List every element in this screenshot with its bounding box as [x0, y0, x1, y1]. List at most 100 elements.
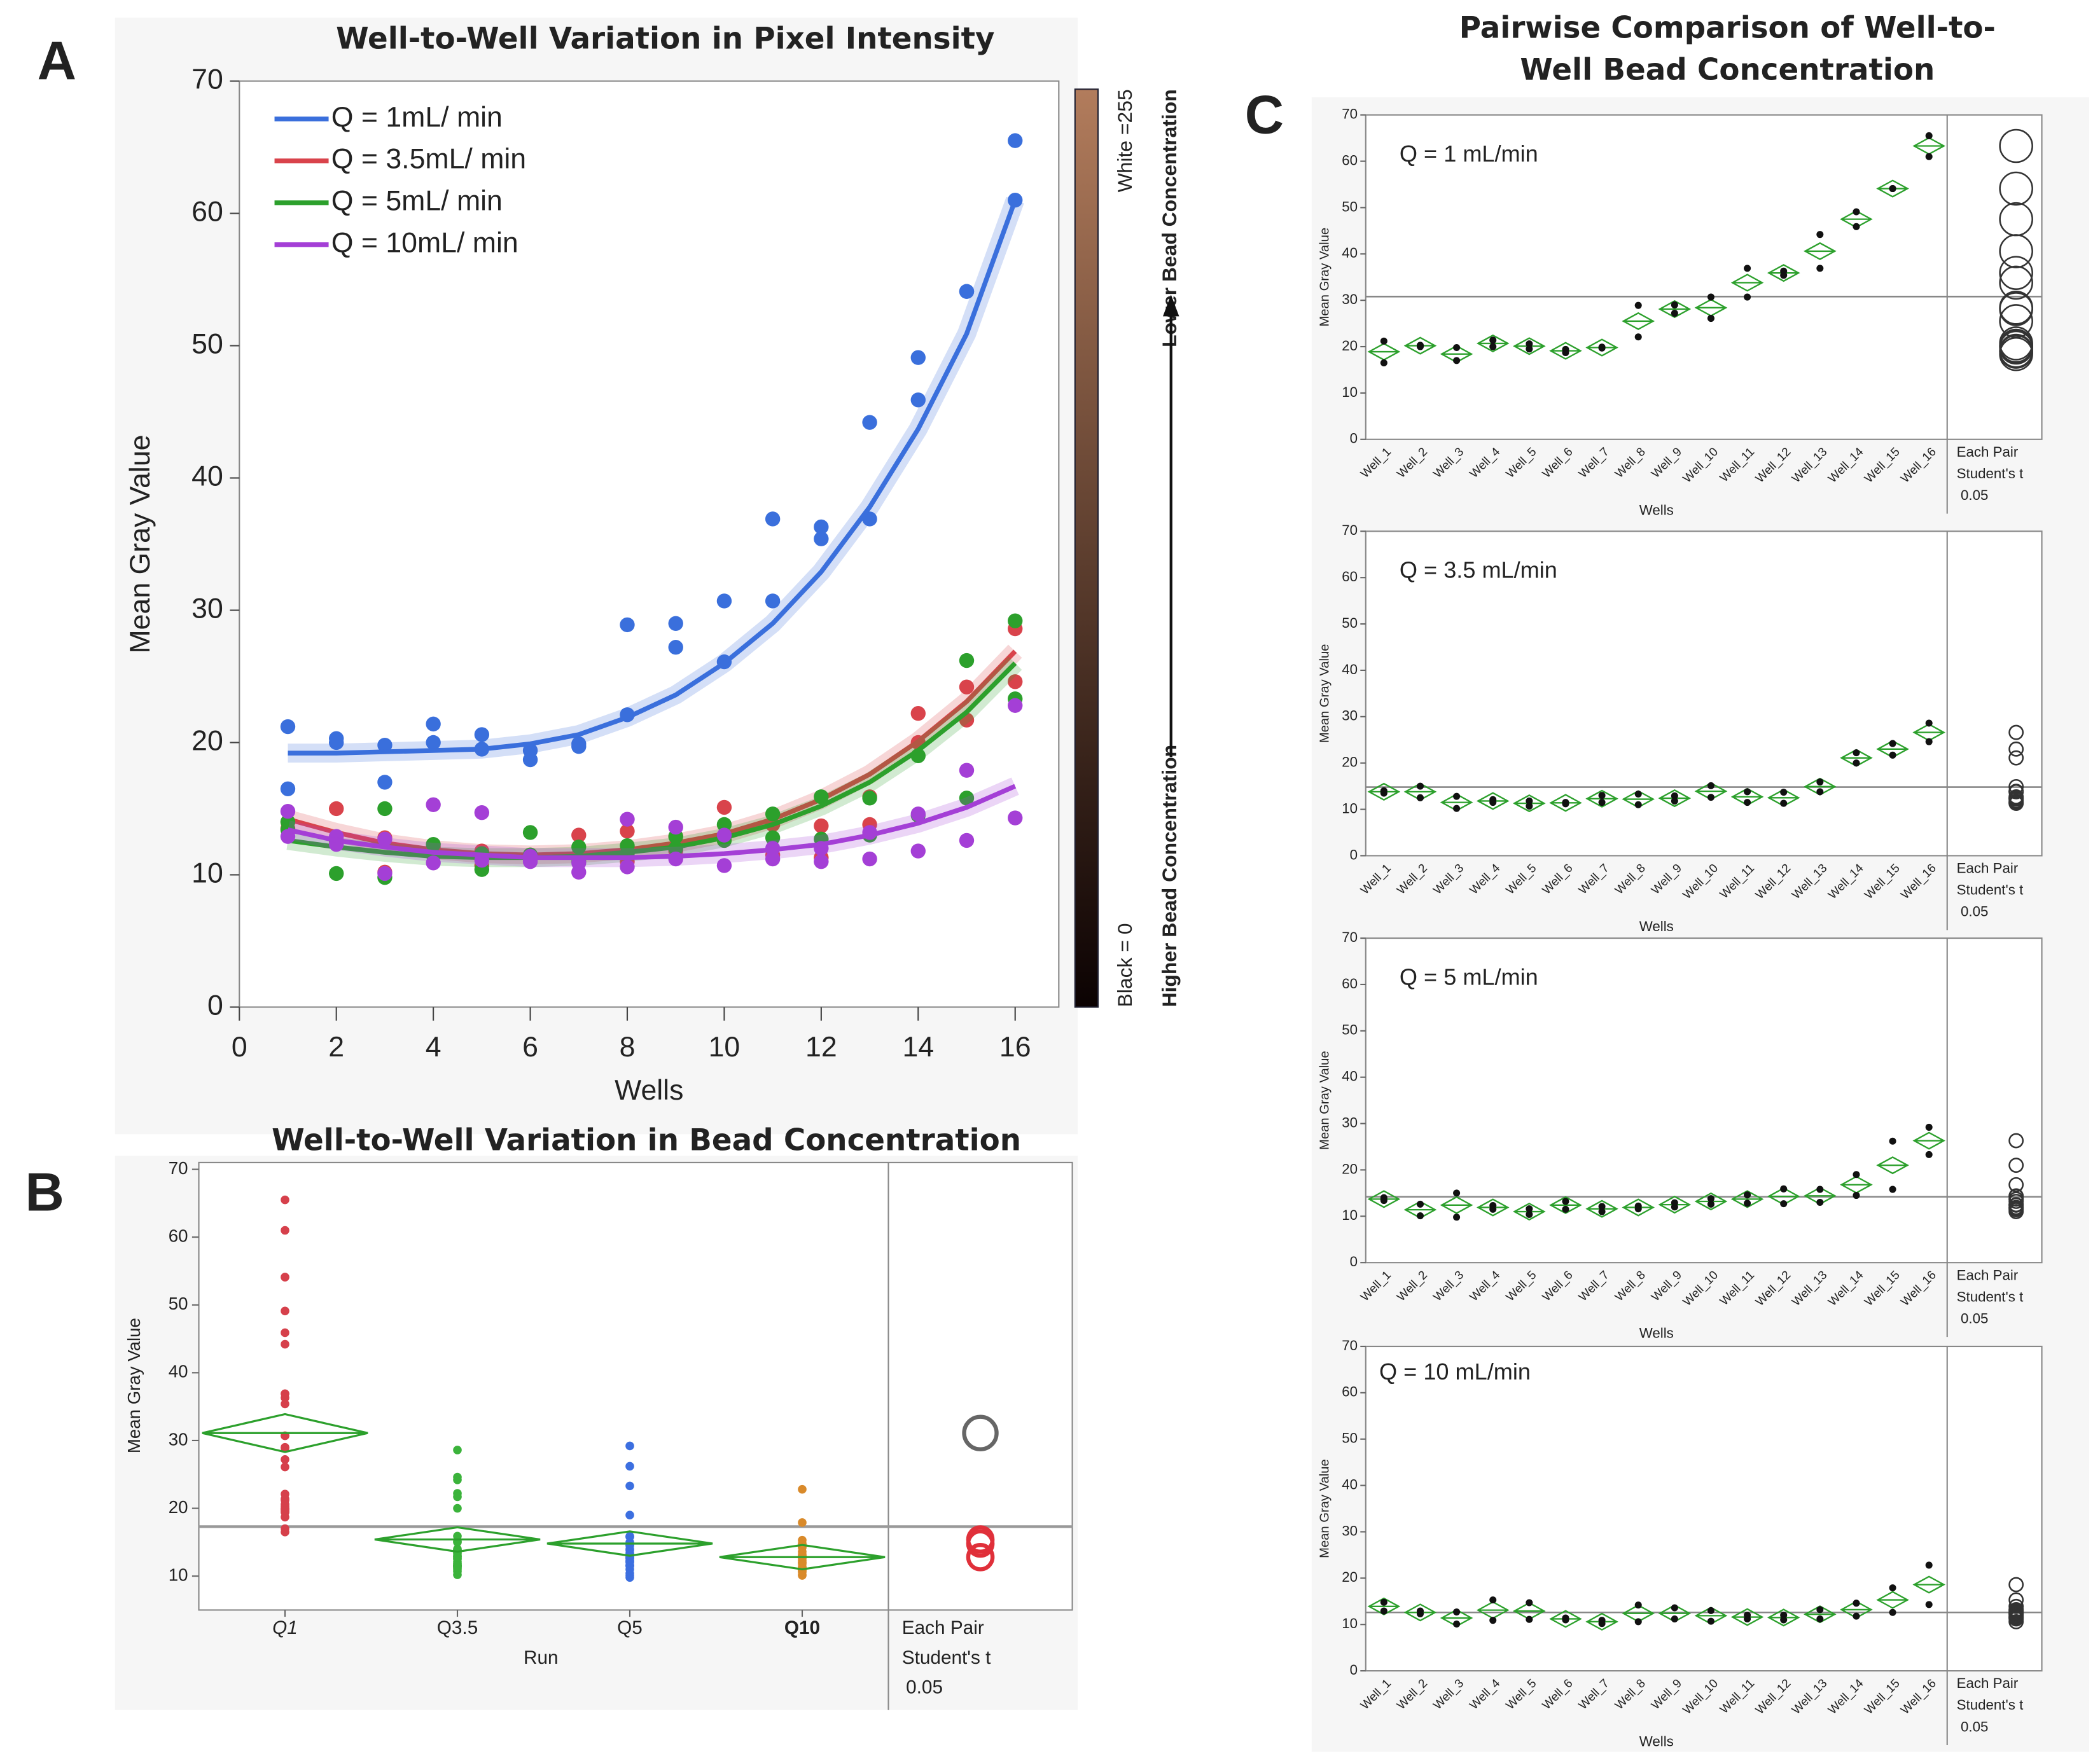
data-point	[959, 679, 975, 695]
data-point	[1489, 1617, 1497, 1624]
data-point	[1816, 265, 1824, 272]
x-tick-label: 2	[328, 1032, 344, 1063]
x-tick-label: Q5	[617, 1617, 643, 1638]
data-point	[1526, 340, 1533, 348]
x-tick-label: 12	[805, 1032, 837, 1063]
comparison-circle	[2008, 1601, 2024, 1617]
data-point	[1562, 1198, 1569, 1205]
data-point	[1925, 132, 1933, 139]
x-tick-label: 4	[426, 1032, 442, 1063]
data-point	[716, 858, 732, 873]
x-axis-title: Wells	[1639, 502, 1674, 518]
y-tick-label: 20	[169, 1497, 188, 1517]
data-point	[1562, 800, 1569, 808]
means-diamond	[1440, 793, 1473, 812]
data-point	[1925, 738, 1933, 745]
data-point	[765, 830, 781, 845]
comparison-label: 0.05	[1961, 1718, 1988, 1734]
data-point	[1562, 1616, 1569, 1624]
y-tick-label: 70	[1342, 1338, 1358, 1353]
data-point	[1816, 1606, 1824, 1614]
comparison-label: 0.05	[1961, 1310, 1988, 1326]
x-tick-label: Q10	[784, 1617, 820, 1638]
data-point	[1744, 1615, 1751, 1623]
means-diamond	[1730, 273, 1764, 292]
comparison-circle	[2008, 1577, 2024, 1593]
data-point	[716, 799, 732, 815]
comparison-label: 0.05	[1961, 904, 1988, 920]
data-point	[1671, 1615, 1678, 1623]
data-point	[765, 806, 781, 822]
data-point	[1526, 797, 1533, 805]
y-tick-label: 10	[1342, 800, 1358, 816]
data-point	[1707, 1617, 1714, 1625]
y-tick-label: 20	[1342, 754, 1358, 770]
data-point	[1489, 1205, 1497, 1213]
means-diamond	[1440, 345, 1473, 363]
data-point	[668, 616, 683, 631]
data-point	[959, 763, 975, 778]
comparison-circle	[2008, 778, 2024, 794]
data-point	[281, 1306, 289, 1316]
means-diamond	[719, 1544, 886, 1571]
data-point	[281, 1389, 289, 1399]
means-diamond	[1912, 723, 1946, 742]
x-tick-label: 6	[522, 1032, 538, 1063]
data-point	[1744, 293, 1751, 301]
data-point	[281, 1524, 289, 1533]
data-point	[1598, 799, 1606, 806]
comparison-circle	[1999, 304, 2033, 338]
data-point	[377, 831, 393, 847]
data-point	[1816, 1198, 1824, 1206]
data-point	[910, 806, 926, 822]
means-diamond	[1912, 137, 1946, 155]
data-point	[1634, 801, 1642, 808]
comparison-circle	[2008, 784, 2024, 799]
y-tick-label: 10	[1342, 1207, 1358, 1223]
y-tick-label: 0	[1350, 847, 1358, 862]
comparison-circle	[2008, 1592, 2024, 1608]
data-point	[1744, 1199, 1751, 1207]
data-point	[1671, 792, 1678, 799]
y-tick-label: 70	[1342, 522, 1358, 538]
data-point	[1816, 1186, 1824, 1193]
data-point	[1526, 345, 1533, 353]
y-tick-label: 70	[1342, 106, 1358, 122]
data-point	[668, 640, 683, 655]
means-diamond	[1840, 749, 1873, 767]
comparison-label: Each Pair	[902, 1617, 984, 1638]
comparison-label: 0.05	[906, 1677, 943, 1698]
data-point	[426, 797, 441, 812]
means-diamond	[1440, 1608, 1473, 1628]
data-point	[620, 812, 635, 827]
x-tick-label: Q3.5	[437, 1617, 478, 1638]
data-point	[625, 1462, 634, 1471]
data-point	[281, 1339, 289, 1349]
data-point	[377, 737, 393, 753]
data-point	[1780, 1185, 1788, 1193]
data-point	[474, 805, 490, 820]
y-tick-label: 50	[1342, 1430, 1358, 1446]
y-tick-label: 0	[1350, 431, 1358, 446]
data-point	[329, 866, 344, 881]
data-point	[620, 824, 635, 839]
data-point	[1671, 797, 1678, 805]
data-point	[1925, 1601, 1933, 1608]
means-diamond	[1840, 1600, 1873, 1619]
data-point	[281, 1442, 289, 1452]
fit-line	[287, 784, 1017, 861]
data-point	[1453, 357, 1461, 364]
data-point	[910, 706, 926, 721]
data-point	[1853, 749, 1860, 757]
data-point	[1889, 740, 1896, 747]
comparison-circle	[1999, 202, 2033, 237]
means-diamond	[1912, 1575, 1946, 1594]
data-point	[426, 735, 441, 750]
data-point	[1707, 1195, 1714, 1203]
y-tick-label: 70	[169, 1158, 188, 1178]
comparison-label: Student's t	[902, 1647, 991, 1668]
comparison-circle	[2008, 795, 2024, 811]
data-point	[1671, 301, 1678, 308]
data-point	[280, 781, 296, 796]
means-diamond	[1403, 782, 1437, 801]
